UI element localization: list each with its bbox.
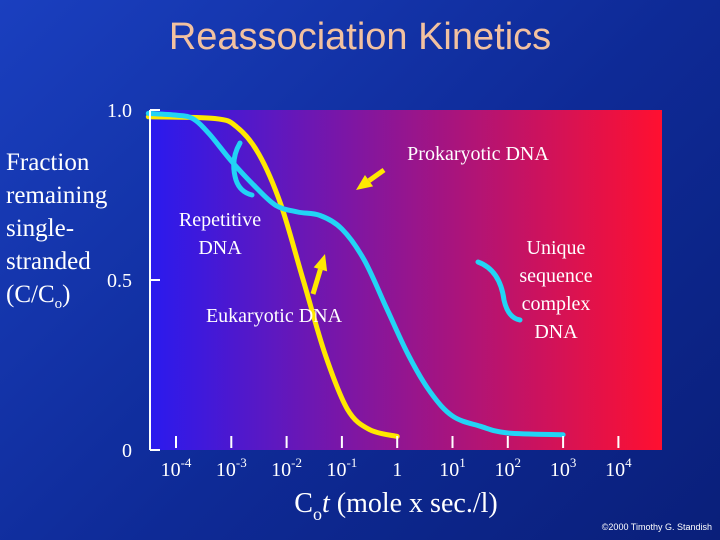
label-unique-line-3: complex [522,293,591,315]
y-tick-label-2: 0 [122,440,132,462]
x-tick-label-3: 10-1 [326,455,357,481]
y-tick-label-1: 0.5 [107,270,132,292]
y-label-line-1: Fraction [6,149,90,176]
y-label-sub: o [54,296,63,312]
prokaryotic-curve [145,114,400,439]
x-tick-label-5: 101 [439,455,466,481]
label-prokaryotic-dna: Prokaryotic DNA [407,143,549,165]
copyright-text: ©2000 Timothy G. Standish [601,522,712,532]
slide-title: Reassociation Kinetics [168,16,552,58]
x-axis-label: Cot (mole x sec./l) [294,488,497,524]
eukaryotic-curve [145,110,566,438]
label-eukaryotic-dna: Eukaryotic DNA [206,305,343,327]
x-tick-label-8: 104 [605,455,632,481]
y-label-line-4: stranded [6,248,91,275]
y-label-close: ) [62,281,71,308]
arrow-prokaryotic [356,167,386,190]
x-tick-label-4: 1 [392,459,402,481]
y-tick-label-0: 1.0 [107,100,132,122]
label-unique-line-4: DNA [534,321,578,343]
x-tick-label-0: 10-4 [161,455,192,481]
label-repetitive-line-1: Repetitive [179,209,261,231]
arrow-eukaryotic [310,254,328,295]
brace-unique [475,259,523,323]
x-tick-label-6: 102 [495,455,522,481]
x-tick-label-1: 10-3 [216,455,247,481]
label-unique-line-2: sequence [519,265,592,287]
y-axis-label: Fraction remaining single- stranded (C/C… [6,146,107,321]
y-label-line-2: remaining [6,182,108,209]
label-unique-line-1: Unique [527,237,586,259]
y-label-line-3: single- [6,215,75,242]
y-label-line-5: (C/Co) [6,278,107,321]
brace-repetitive [231,140,255,198]
label-repetitive-line-2: DNA [198,237,242,259]
x-tick-label-7: 103 [550,455,577,481]
y-label-ratio: (C/C [6,281,55,308]
x-tick-label-2: 10-2 [271,455,302,481]
